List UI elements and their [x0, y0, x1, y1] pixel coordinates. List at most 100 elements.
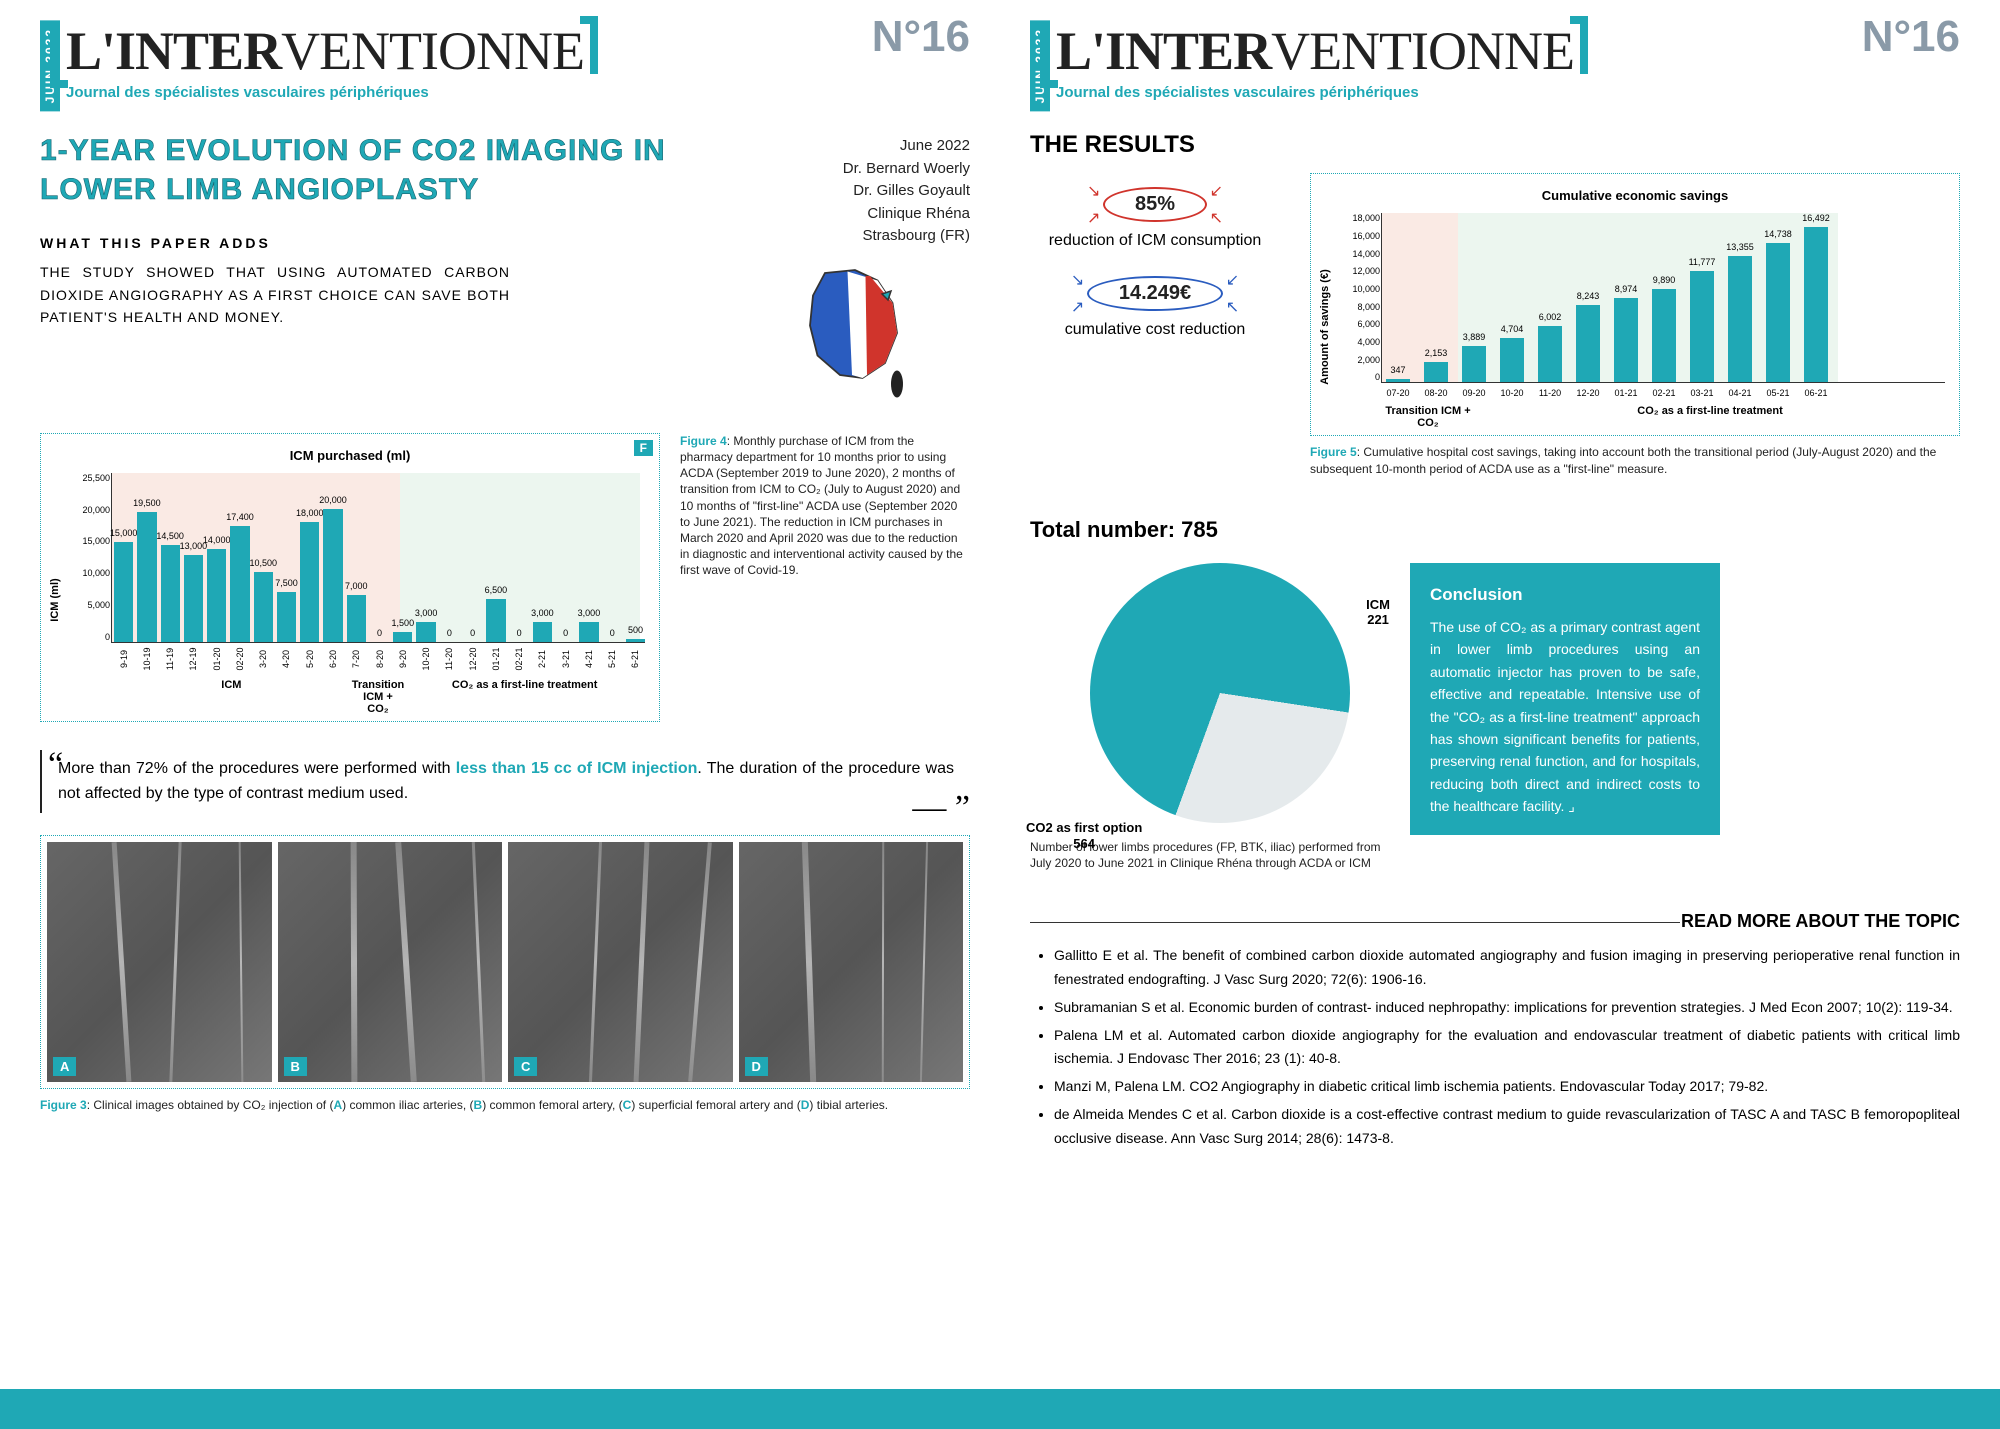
- chart-bar: 3,88909-20: [1462, 346, 1486, 383]
- icm-period-labels: ICM Transition ICM + CO₂ CO₂ as a first-…: [111, 679, 645, 715]
- pie-label-co2: CO2 as first option564: [1026, 820, 1142, 851]
- chart-bar: 16,49206-21: [1804, 227, 1828, 383]
- figure-marker-f: F: [634, 440, 653, 456]
- reference-item: de Almeida Mendes C et al. Carbon dioxid…: [1054, 1103, 1960, 1151]
- chart-bar: 10,5003-20: [254, 572, 273, 642]
- bracket-right-icon: [580, 16, 598, 74]
- savings-y-axis: 02,0004,0006,0008,00010,00012,00014,0001…: [1346, 213, 1380, 382]
- pie-chart: ICM221 CO2 as first option564 Number of …: [1030, 563, 1390, 871]
- total-number-heading: Total number: 785: [1030, 517, 1960, 543]
- conclusion-body: The use of CO₂ as a primary contrast age…: [1430, 616, 1700, 818]
- clinical-image: B: [278, 842, 503, 1082]
- bracket-left-icon: [1040, 30, 1058, 88]
- issue-number: N°16: [1862, 12, 1960, 62]
- chart-bar: 34707-20: [1386, 379, 1410, 382]
- section-heading: WHAT THIS PAPER ADDS: [40, 235, 740, 251]
- stat-14249: ↘ ↙ 14.249€ ↗ ↖: [1087, 276, 1223, 311]
- title-block: 1-YEAR EVOLUTION OF CO2 IMAGING IN LOWER…: [40, 131, 970, 413]
- masthead: JUIN 2022 L'INTERVENTIONNE Journal des s…: [40, 20, 970, 111]
- savings-bar-area: 02,0004,0006,0008,00010,00012,00014,0001…: [1381, 213, 1945, 383]
- icm-bar-area: 05,00010,00015,00020,00025,500 15,0009-1…: [111, 473, 645, 643]
- article-meta: June 2022 Dr. Bernard Woerly Dr. Gilles …: [770, 135, 970, 248]
- reference-item: Gallitto E et al. The benefit of combine…: [1054, 944, 1960, 992]
- reference-item: Manzi M, Palena LM. CO2 Angiography in d…: [1054, 1075, 1960, 1099]
- bracket-left-icon: [50, 30, 68, 88]
- chart-bar: 14,73805-21: [1766, 243, 1790, 382]
- quote-close-icon: — ”: [912, 781, 970, 835]
- chart-bar: 7,0007-20: [347, 595, 366, 642]
- bracket-right-icon: [1570, 16, 1588, 74]
- chart-bar: 11,77703-21: [1690, 271, 1714, 382]
- reference-item: Subramanian S et al. Economic burden of …: [1054, 996, 1960, 1020]
- quote-open-icon: “: [48, 738, 63, 792]
- stat-85pct: ↘ ↙ 85% ↗ ↖: [1103, 187, 1207, 222]
- stat-85pct-desc: reduction of ICM consumption: [1030, 232, 1280, 250]
- quote-highlight: less than 15 cc of ICM injection: [456, 760, 698, 777]
- chart-bar: 14,50011-19: [161, 545, 180, 642]
- pull-quote: “ More than 72% of the procedures were p…: [40, 750, 970, 813]
- pie-row: ICM221 CO2 as first option564 Number of …: [1030, 563, 1960, 871]
- results-row: ↘ ↙ 85% ↗ ↖ reduction of ICM consumption…: [1030, 173, 1960, 476]
- stats-column: ↘ ↙ 85% ↗ ↖ reduction of ICM consumption…: [1030, 173, 1280, 339]
- chart-bar: 6,00211-20: [1538, 326, 1562, 383]
- clinical-image: A: [47, 842, 272, 1082]
- chart-bar: 13,35504-21: [1728, 256, 1752, 382]
- page-left: JUIN 2022 L'INTERVENTIONNE Journal des s…: [40, 20, 970, 1409]
- journal-title-block: L'INTERVENTIONNE Journal des spécialiste…: [1050, 20, 1580, 101]
- reference-item: Palena LM et al. Automated carbon dioxid…: [1054, 1024, 1960, 1072]
- issue-number: N°16: [872, 12, 970, 62]
- chart-bar: 8,97401-21: [1614, 298, 1638, 383]
- read-more-heading: READ MORE ABOUT THE TOPIC: [1030, 911, 1960, 932]
- icm-y-axis: 05,00010,00015,00020,00025,500: [76, 473, 110, 642]
- footer-bar: [0, 1389, 2000, 1429]
- figure3-caption: Figure 3: Clinical images obtained by CO…: [40, 1097, 970, 1113]
- masthead-right: JUIN 2022 L'INTERVENTIONNE Journal des s…: [1030, 20, 1960, 111]
- chart-bar: 1,5009-20: [393, 632, 412, 642]
- clinical-image: D: [739, 842, 964, 1082]
- clinical-image: C: [508, 842, 733, 1082]
- clinical-images-row: ABCD: [40, 835, 970, 1089]
- pie-label-icm: ICM221: [1366, 597, 1390, 628]
- chart-bar: 2,15308-20: [1424, 362, 1448, 382]
- chart-bar: 15,0009-19: [114, 542, 133, 642]
- chart-bar: 8,24312-20: [1576, 305, 1600, 383]
- quote-text-pre: More than 72% of the procedures were per…: [58, 760, 456, 777]
- page-right: JUIN 2022 L'INTERVENTIONNE Journal des s…: [1030, 20, 1960, 1409]
- chart-bar: 17,40002-20: [230, 526, 249, 642]
- chart-bar: 19,50010-19: [137, 512, 156, 642]
- chart-bar: 3,0002-21: [533, 622, 552, 642]
- stat-14249-desc: cumulative cost reduction: [1030, 321, 1280, 339]
- chart-bar: 6,50001-21: [486, 599, 505, 642]
- journal-subtitle: Journal des spécialistes vasculaires pér…: [66, 84, 584, 101]
- savings-chart-title: Cumulative economic savings: [1325, 188, 1945, 203]
- chart-bar: 20,0006-20: [323, 509, 342, 642]
- conclusion-heading: Conclusion: [1430, 581, 1700, 608]
- icm-chart-box: F ICM purchased (ml) ICM (ml) 05,00010,0…: [40, 433, 660, 722]
- journal-title: L'INTERVENTIONNE: [1056, 21, 1574, 81]
- figure4-caption: Figure 4: Monthly purchase of ICM from t…: [680, 433, 970, 722]
- journal-title: L'INTERVENTIONNE: [66, 21, 584, 81]
- chart-bar: 3,0004-21: [579, 622, 598, 642]
- savings-period-labels: Transition ICM + CO₂ CO₂ as a first-line…: [1381, 405, 1945, 429]
- pie-slice-area: [1090, 563, 1350, 823]
- chart-bar: 14,00001-20: [207, 549, 226, 642]
- chart-bar: 18,0005-20: [300, 522, 319, 642]
- results-heading: THE RESULTS: [1030, 131, 1960, 159]
- chart-bar: 5006-21: [626, 639, 645, 642]
- icm-ylabel: ICM (ml): [49, 578, 61, 621]
- savings-ylabel: Amount of savings (€): [1319, 270, 1331, 386]
- icm-chart-title: ICM purchased (ml): [55, 448, 645, 463]
- article-title: 1-YEAR EVOLUTION OF CO2 IMAGING IN LOWER…: [40, 131, 740, 209]
- journal-title-block: L'INTERVENTIONNE Journal des spécialiste…: [60, 20, 590, 101]
- france-map-icon: [770, 258, 940, 408]
- chart-bar: 13,00012-19: [184, 555, 203, 642]
- figure4-row: F ICM purchased (ml) ICM (ml) 05,00010,0…: [40, 433, 970, 722]
- journal-subtitle: Journal des spécialistes vasculaires pér…: [1056, 84, 1574, 101]
- chart-bar: 9,89002-21: [1652, 289, 1676, 382]
- summary-text: THE STUDY SHOWED THAT USING AUTOMATED CA…: [40, 261, 510, 328]
- figure5-caption: Figure 5: Cumulative hospital cost savin…: [1310, 444, 1960, 476]
- chart-bar: 3,00010-20: [416, 622, 435, 642]
- conclusion-box: Conclusion The use of CO₂ as a primary c…: [1410, 563, 1720, 836]
- chart-bar: 7,5004-20: [277, 592, 296, 642]
- savings-chart-box: Cumulative economic savings Amount of sa…: [1310, 173, 1960, 436]
